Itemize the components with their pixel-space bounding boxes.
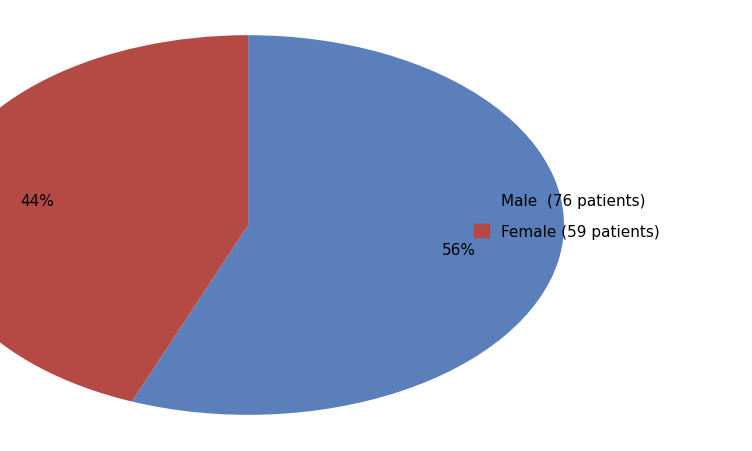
Wedge shape — [0, 36, 248, 402]
Text: 44%: 44% — [20, 194, 54, 209]
Legend: Male  (76 patients), Female (59 patients): Male (76 patients), Female (59 patients) — [474, 194, 660, 239]
Wedge shape — [132, 36, 564, 415]
Text: 56%: 56% — [442, 242, 476, 257]
